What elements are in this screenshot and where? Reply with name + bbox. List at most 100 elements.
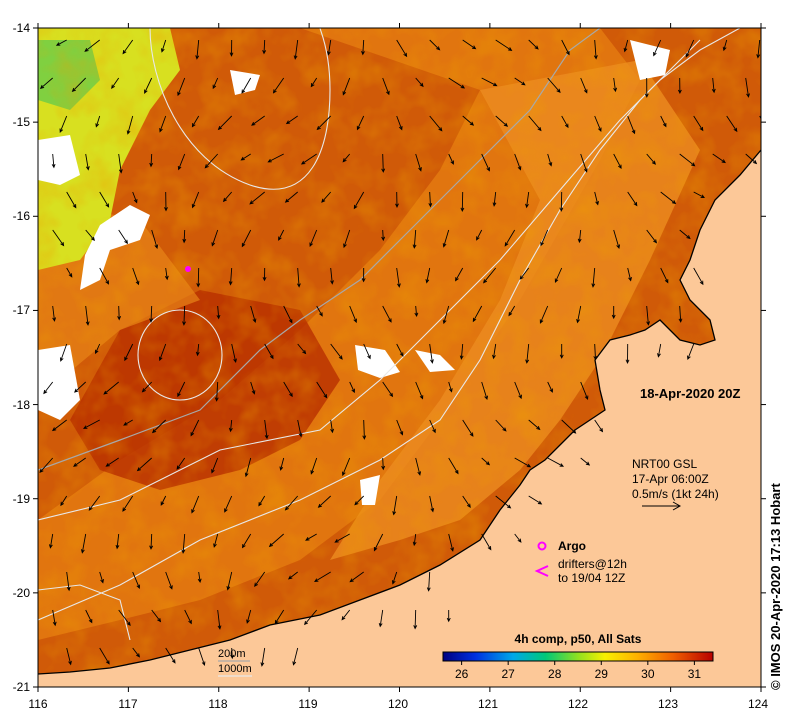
- current-arrow-icon: [149, 305, 154, 323]
- current-legend: NRT00 GSL 17-Apr 06:00Z 0.5m/s (1kt 24h): [632, 457, 719, 511]
- colorbar-gradient: [442, 651, 714, 662]
- current-arrow-icon: [495, 495, 512, 509]
- current-legend-time: 17-Apr 06:00Z: [632, 472, 709, 486]
- current-arrow-icon: [132, 571, 141, 590]
- current-arrow-icon: [59, 343, 68, 362]
- current-arrow-icon: [660, 115, 667, 128]
- current-arrow-icon: [547, 77, 561, 93]
- current-arrow-icon: [425, 267, 431, 284]
- argo-float-marker[interactable]: [185, 266, 191, 272]
- current-arrow-icon: [547, 457, 565, 467]
- current-arrow-icon: [627, 267, 632, 282]
- current-arrow-icon: [528, 39, 539, 50]
- current-arrow-icon: [151, 419, 167, 434]
- current-arrow-icon: [182, 229, 187, 244]
- isobath-deep-1: [38, 39, 701, 621]
- current-arrow-icon: [429, 115, 443, 132]
- current-arrow-icon: [593, 39, 598, 60]
- scale-arrow-head-icon: [672, 501, 682, 511]
- lon-tick-label: 119: [298, 697, 317, 711]
- current-arrow-icon: [687, 343, 695, 361]
- current-arrow-icon: [539, 305, 549, 324]
- current-arrow-icon: [362, 419, 367, 440]
- current-arrow-icon: [117, 305, 122, 321]
- current-arrow-icon: [85, 609, 93, 624]
- current-arrow-icon: [52, 609, 57, 627]
- isobath-eddy-north: [149, 28, 331, 190]
- current-arrow-icon: [196, 267, 201, 288]
- current-arrow-icon: [118, 153, 123, 174]
- current-arrow-icon: [593, 343, 598, 361]
- current-arrow-icon: [559, 344, 564, 359]
- current-arrow-icon: [646, 153, 656, 165]
- current-arrow-icon: [483, 267, 497, 284]
- current-arrow-icon: [284, 191, 298, 203]
- current-arrow-icon: [82, 419, 100, 429]
- current-arrow-icon: [381, 153, 386, 173]
- current-arrow-icon: [118, 609, 131, 627]
- drifters-legend-line2: to 19/04 12Z: [558, 571, 625, 585]
- isobath-legend: 200m 1000m: [218, 648, 252, 677]
- current-arrow-icon: [428, 191, 433, 208]
- isobath-1000m-label: 1000m: [218, 663, 252, 675]
- current-arrow-icon: [396, 115, 403, 131]
- current-arrow-icon: [455, 267, 464, 282]
- current-arrow-icon: [317, 495, 332, 508]
- current-arrow-icon: [514, 153, 522, 171]
- current-arrow-icon: [448, 457, 459, 475]
- current-arrow-icon: [726, 115, 738, 133]
- current-arrow-icon: [244, 457, 252, 478]
- current-arrow-icon: [66, 571, 71, 592]
- lat-axis: -14 -15 -16 -17 -18 -19 -20 -21: [13, 21, 31, 694]
- lat-tick-label: -20: [13, 586, 31, 600]
- current-arrow-icon: [246, 609, 252, 624]
- current-arrow-icon: [59, 115, 68, 133]
- current-arrow-icon: [481, 381, 489, 401]
- current-arrow-icon: [660, 267, 669, 284]
- current-arrow-icon: [525, 191, 530, 209]
- lon-axis: 116 117 118 119 120 121 122 123 124: [28, 697, 768, 711]
- current-arrow-icon: [442, 305, 450, 325]
- current-arrow-icon: [177, 77, 186, 97]
- current-arrow-icon: [122, 495, 134, 512]
- current-arrow-icon: [693, 267, 704, 286]
- current-arrow-icon: [216, 305, 221, 320]
- current-legend-scale: 0.5m/s (1kt 24h): [632, 487, 719, 501]
- axis-ticks: [33, 23, 766, 692]
- current-arrow-icon: [283, 381, 293, 398]
- current-arrow-icon: [283, 305, 293, 324]
- current-arrow-icon: [250, 381, 256, 395]
- current-arrow-icon: [519, 267, 530, 280]
- current-arrow-icon: [136, 457, 152, 472]
- current-arrow-icon: [191, 495, 200, 514]
- current-arrow-icon: [342, 457, 351, 477]
- current-arrow-icon: [330, 419, 335, 434]
- current-arrow-icon: [711, 77, 716, 94]
- current-arrow-icon: [492, 343, 497, 360]
- current-arrow-icon: [105, 457, 119, 467]
- current-arrow-icon: [693, 191, 705, 198]
- colorbar-tick-label: 29: [595, 667, 609, 681]
- current-arrow-icon: [95, 343, 101, 355]
- current-arrow-icon: [316, 305, 323, 317]
- current-arrow-icon: [613, 77, 618, 93]
- coastline: [38, 149, 761, 675]
- lon-tick-label: 123: [658, 697, 678, 711]
- current-arrow-icon: [504, 229, 516, 247]
- current-arrow-icon: [591, 267, 596, 288]
- current-arrow-icon: [304, 609, 318, 626]
- current-arrow-icon: [341, 609, 351, 621]
- current-arrow-icon: [115, 533, 120, 550]
- current-arrow-icon: [415, 381, 424, 400]
- current-arrow-icon: [653, 39, 662, 57]
- argo-legend-icon: [537, 541, 547, 551]
- current-arrow-icon: [412, 229, 417, 249]
- current-arrow-icon: [226, 571, 233, 591]
- current-arrow-icon: [52, 229, 65, 247]
- current-arrow-icon: [722, 39, 728, 52]
- current-arrow-icon: [149, 153, 154, 168]
- current-arrow-icon: [361, 267, 366, 283]
- current-arrow-icon: [330, 343, 343, 360]
- current-arrow-icon: [679, 153, 696, 167]
- current-arrow-icon: [126, 115, 134, 135]
